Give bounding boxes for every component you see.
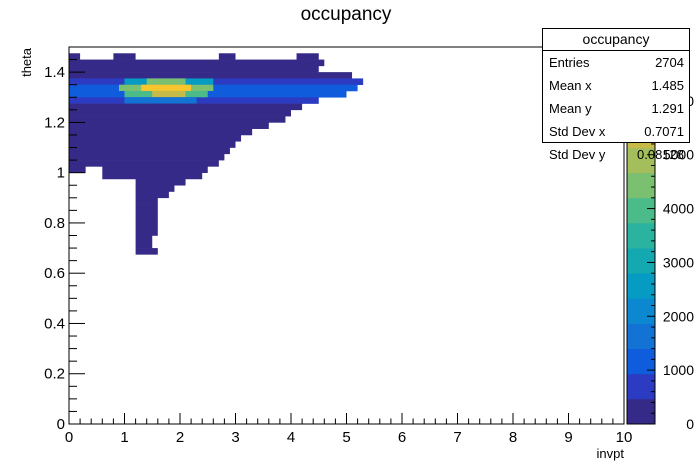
- stats-title: occupancy: [543, 29, 689, 51]
- stats-row-mean-x: Mean x 1.485: [543, 74, 689, 97]
- heatmap-bin: [141, 84, 192, 92]
- heatmap-bin: [102, 166, 208, 173]
- stats-value: 0.08128: [637, 147, 684, 162]
- y-tick-label: 0: [57, 416, 65, 433]
- x-tick-label: 1: [120, 429, 128, 446]
- colorbar-tick-label: 3000: [663, 254, 694, 270]
- heatmap-bin: [135, 235, 153, 243]
- stats-box: occupancy Entries 2704 Mean x 1.485 Mean…: [542, 28, 690, 162]
- colorbar-segment: [627, 373, 655, 400]
- heatmap-bin: [69, 147, 230, 155]
- stats-row-std-x: Std Dev x 0.7071: [543, 120, 689, 143]
- heatmap-bin: [152, 90, 186, 98]
- x-tick-label: 9: [564, 429, 572, 446]
- y-tick-label: 1.4: [44, 64, 65, 81]
- heatmap-bin: [69, 109, 291, 117]
- heatmap-bin: [69, 59, 325, 67]
- heatmap-bin: [102, 172, 203, 180]
- heatmap-bin: [135, 248, 158, 255]
- heatmap-bin: [296, 53, 319, 60]
- colorbar-tick-label: 1000: [663, 362, 694, 378]
- heatmap-bin: [135, 178, 186, 186]
- y-tick-label: 0.6: [44, 265, 65, 282]
- stats-row-std-y: Std Dev y 0.08128: [543, 143, 689, 166]
- colorbar-tick-label: 5000: [663, 147, 694, 163]
- heatmap-bin: [135, 204, 158, 211]
- heatmap-bin: [69, 72, 353, 79]
- heatmap-bin: [135, 216, 158, 224]
- heatmap-bin: [69, 84, 358, 92]
- colorbar-segment: [627, 147, 655, 174]
- heatmap-bin: [69, 134, 242, 142]
- y-tick-label: 1.2: [44, 114, 65, 131]
- stats-row-entries: Entries 2704: [543, 51, 689, 74]
- y-tick-label: 0.8: [44, 215, 65, 232]
- colorbar-segment: [627, 323, 655, 349]
- x-axis-label: invpt: [597, 446, 625, 461]
- heatmap-bin: [69, 160, 219, 167]
- heatmap-bin: [69, 53, 81, 60]
- chart-title: occupancy: [301, 4, 392, 25]
- y-axis-label: theta: [19, 47, 34, 77]
- heatmap-bin: [69, 128, 253, 136]
- x-tick-label: 5: [342, 429, 350, 446]
- heatmap-bin: [135, 222, 158, 230]
- colorbar-segment: [627, 172, 655, 199]
- heatmap-bin: [135, 229, 158, 236]
- heatmap-bin: [124, 97, 197, 104]
- heatmap-bin: [69, 65, 319, 73]
- heatmap-bin: [113, 53, 136, 60]
- heatmap-bin: [135, 185, 175, 192]
- stats-row-mean-y: Mean y 1.291: [543, 97, 689, 120]
- heatmap-bin: [69, 141, 236, 148]
- colorbar-segment: [627, 273, 655, 299]
- x-tick-label: 3: [231, 429, 239, 446]
- stats-value: 0.7071: [644, 124, 684, 139]
- stats-label: Mean y: [549, 101, 592, 116]
- x-tick-label: 10: [616, 429, 633, 446]
- x-tick-label: 8: [509, 429, 517, 446]
- heatmap-bin: [135, 241, 153, 249]
- heatmap-bin: [218, 53, 236, 60]
- colorbar-tick-label: 2000: [663, 308, 694, 324]
- x-tick-label: 6: [398, 429, 406, 446]
- stats-label: Std Dev x: [549, 124, 606, 139]
- stats-label: Mean x: [549, 78, 592, 93]
- x-tick-label: 4: [287, 429, 295, 446]
- colorbar-tick-label: 4000: [663, 201, 694, 217]
- stats-label: Entries: [549, 55, 590, 70]
- x-tick-label: 7: [453, 429, 461, 446]
- y-tick-label: 1: [57, 165, 65, 182]
- stats-label: Std Dev y: [549, 147, 606, 162]
- x-tick-label: 0: [65, 429, 73, 446]
- stats-value: 2704: [655, 55, 684, 70]
- heatmap-bin: [69, 122, 269, 129]
- colorbar-segment: [627, 298, 655, 324]
- y-tick-label: 0.2: [44, 366, 65, 383]
- heatmap-bin: [69, 166, 86, 173]
- stats-value: 1.485: [651, 78, 684, 93]
- y-tick-label: 0.4: [44, 315, 65, 332]
- x-tick-label: 2: [176, 429, 184, 446]
- colorbar-tick-label: 0: [686, 416, 694, 432]
- heatmap-bin: [69, 103, 303, 111]
- colorbar-segment: [627, 197, 655, 224]
- heatmap-bin: [69, 78, 364, 85]
- colorbar-segment: [627, 398, 655, 425]
- stats-value: 1.291: [651, 101, 684, 116]
- heatmap-bin: [135, 191, 169, 199]
- heatmap-bin: [69, 116, 286, 123]
- heatmap-bin: [135, 197, 158, 205]
- heatmap-bin: [135, 210, 158, 217]
- heatmap-bin: [146, 78, 186, 85]
- heatmap-bin: [69, 153, 225, 161]
- colorbar-segment: [627, 248, 655, 274]
- colorbar-segment: [627, 222, 655, 249]
